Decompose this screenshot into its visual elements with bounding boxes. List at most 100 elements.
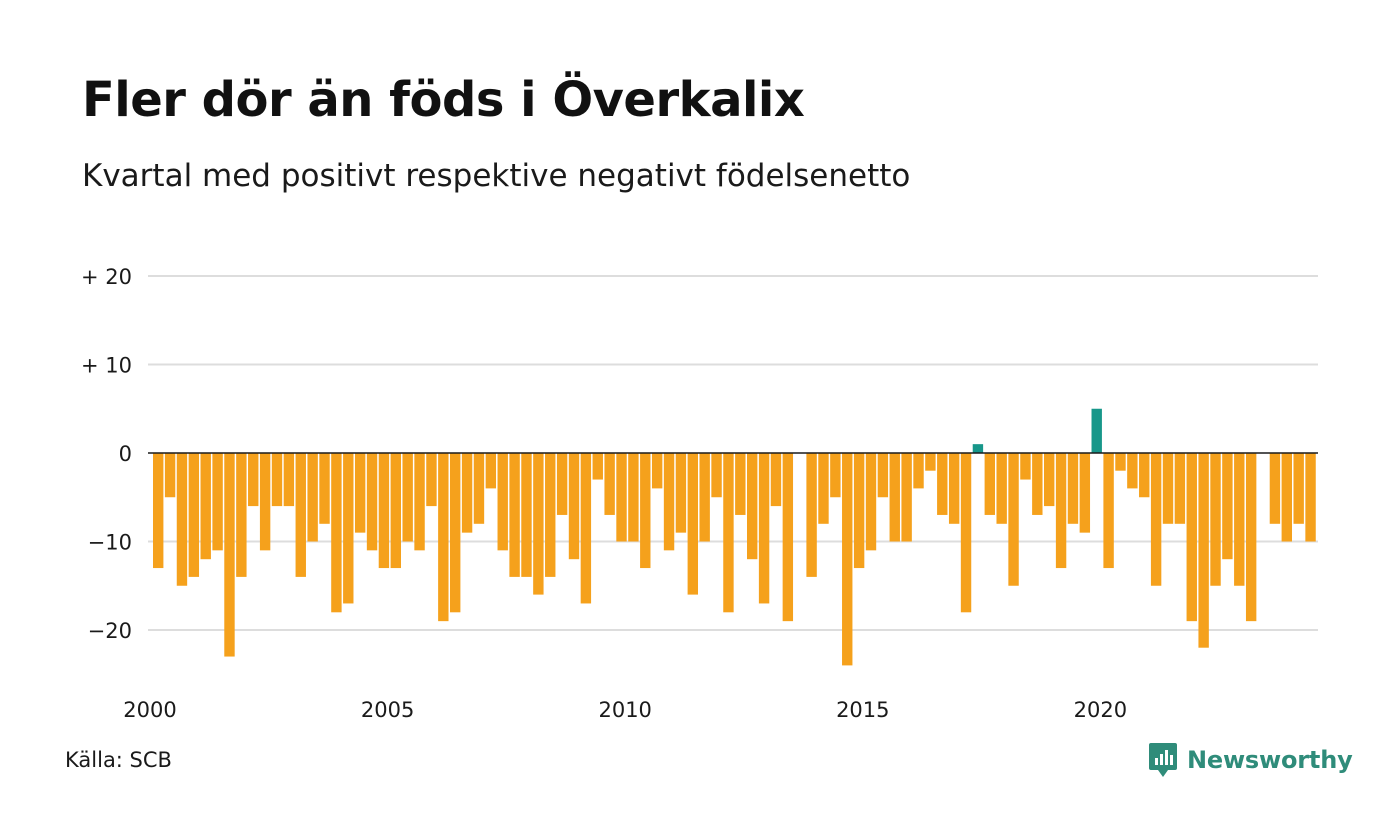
- bar: [295, 453, 306, 577]
- bar: [1103, 453, 1114, 569]
- y-tick-label: 0: [119, 442, 132, 466]
- bar: [699, 453, 710, 542]
- bar: [414, 453, 425, 551]
- bar: [1139, 453, 1150, 498]
- bar: [830, 453, 841, 498]
- bar: [651, 453, 663, 489]
- bar: [248, 453, 259, 507]
- bar: [723, 453, 734, 613]
- chart-subtitle: Kvartal med positivt respektive negativt…: [82, 158, 911, 194]
- bar: [628, 453, 639, 542]
- bars: [153, 408, 1316, 666]
- bar: [402, 453, 413, 542]
- bar: [580, 453, 592, 604]
- bar: [1198, 453, 1209, 648]
- bar: [1162, 453, 1174, 524]
- bar: [616, 453, 627, 542]
- bar: [307, 453, 318, 542]
- bar: [901, 453, 912, 542]
- brand-logo: Newsworthy: [1148, 742, 1353, 778]
- bar: [770, 453, 782, 507]
- x-tick-label: 2010: [598, 698, 651, 722]
- bar: [1234, 453, 1245, 586]
- bar: [509, 453, 520, 577]
- bar: [842, 453, 853, 666]
- bar-chart: + 20 + 10 0 −10 −20 2000 2005 2010 2015 2020: [81, 265, 1318, 722]
- y-tick-label: + 20: [81, 265, 132, 289]
- bar: [937, 453, 948, 515]
- bar: [913, 453, 924, 489]
- y-axis-ticks: + 20 + 10 0 −10 −20: [81, 265, 132, 643]
- bar: [1281, 453, 1292, 542]
- x-tick-label: 2015: [836, 698, 889, 722]
- bar: [1055, 453, 1067, 569]
- y-tick-label: −20: [88, 619, 132, 643]
- bar: [497, 453, 508, 551]
- bar: [521, 453, 532, 577]
- bar: [640, 453, 651, 569]
- bar: [568, 453, 580, 560]
- bar: [782, 453, 794, 622]
- newsworthy-logo-icon: [1149, 743, 1177, 777]
- bar: [877, 453, 889, 498]
- bar: [948, 453, 960, 524]
- bar: [164, 453, 176, 498]
- bar: [533, 453, 544, 595]
- bar: [747, 453, 758, 560]
- bar: [236, 453, 247, 577]
- bar: [343, 453, 354, 604]
- bar: [687, 453, 698, 595]
- bar: [1174, 453, 1186, 524]
- bar: [1150, 453, 1162, 586]
- bar: [604, 453, 615, 515]
- bar: [960, 453, 972, 613]
- bar: [1008, 453, 1019, 586]
- bar: [556, 453, 568, 515]
- bar: [818, 453, 829, 524]
- chart-title: Fler dör än föds i Överkalix: [82, 72, 805, 128]
- bar: [1032, 453, 1043, 515]
- bar: [319, 453, 330, 524]
- bar: [865, 453, 877, 551]
- bar: [259, 453, 271, 551]
- x-tick-label: 2000: [123, 698, 176, 722]
- bar: [1115, 453, 1126, 471]
- brand-name: Newsworthy: [1187, 746, 1353, 774]
- bar: [426, 453, 437, 507]
- bar: [984, 453, 995, 515]
- bar: [188, 453, 200, 577]
- bar: [331, 453, 342, 613]
- bar: [545, 453, 556, 577]
- bar: [758, 453, 770, 604]
- bar: [1186, 453, 1197, 622]
- bar: [1293, 453, 1304, 524]
- bar: [1067, 453, 1079, 524]
- bar: [806, 453, 817, 577]
- bar: [200, 453, 211, 560]
- bar: [1020, 453, 1031, 480]
- y-tick-label: −10: [88, 531, 132, 555]
- bar: [675, 453, 687, 533]
- bar: [889, 453, 900, 542]
- bar: [1127, 453, 1138, 489]
- bar: [485, 453, 497, 489]
- bar: [1305, 453, 1316, 542]
- bar: [378, 453, 390, 569]
- bar: [925, 453, 936, 471]
- x-axis-ticks: 2000 2005 2010 2015 2020: [123, 698, 1127, 722]
- bar: [283, 453, 295, 507]
- bar: [390, 453, 401, 569]
- bar: [1079, 453, 1091, 533]
- bar: [224, 453, 235, 657]
- bar: [1210, 453, 1221, 586]
- x-tick-label: 2020: [1074, 698, 1127, 722]
- bar: [972, 444, 984, 453]
- bar: [663, 453, 675, 551]
- bar: [592, 453, 603, 480]
- bar: [1044, 453, 1055, 507]
- bar: [853, 453, 865, 569]
- bar: [271, 453, 283, 507]
- x-tick-label: 2005: [361, 698, 414, 722]
- bar: [176, 453, 188, 586]
- source-note: Källa: SCB: [65, 748, 172, 772]
